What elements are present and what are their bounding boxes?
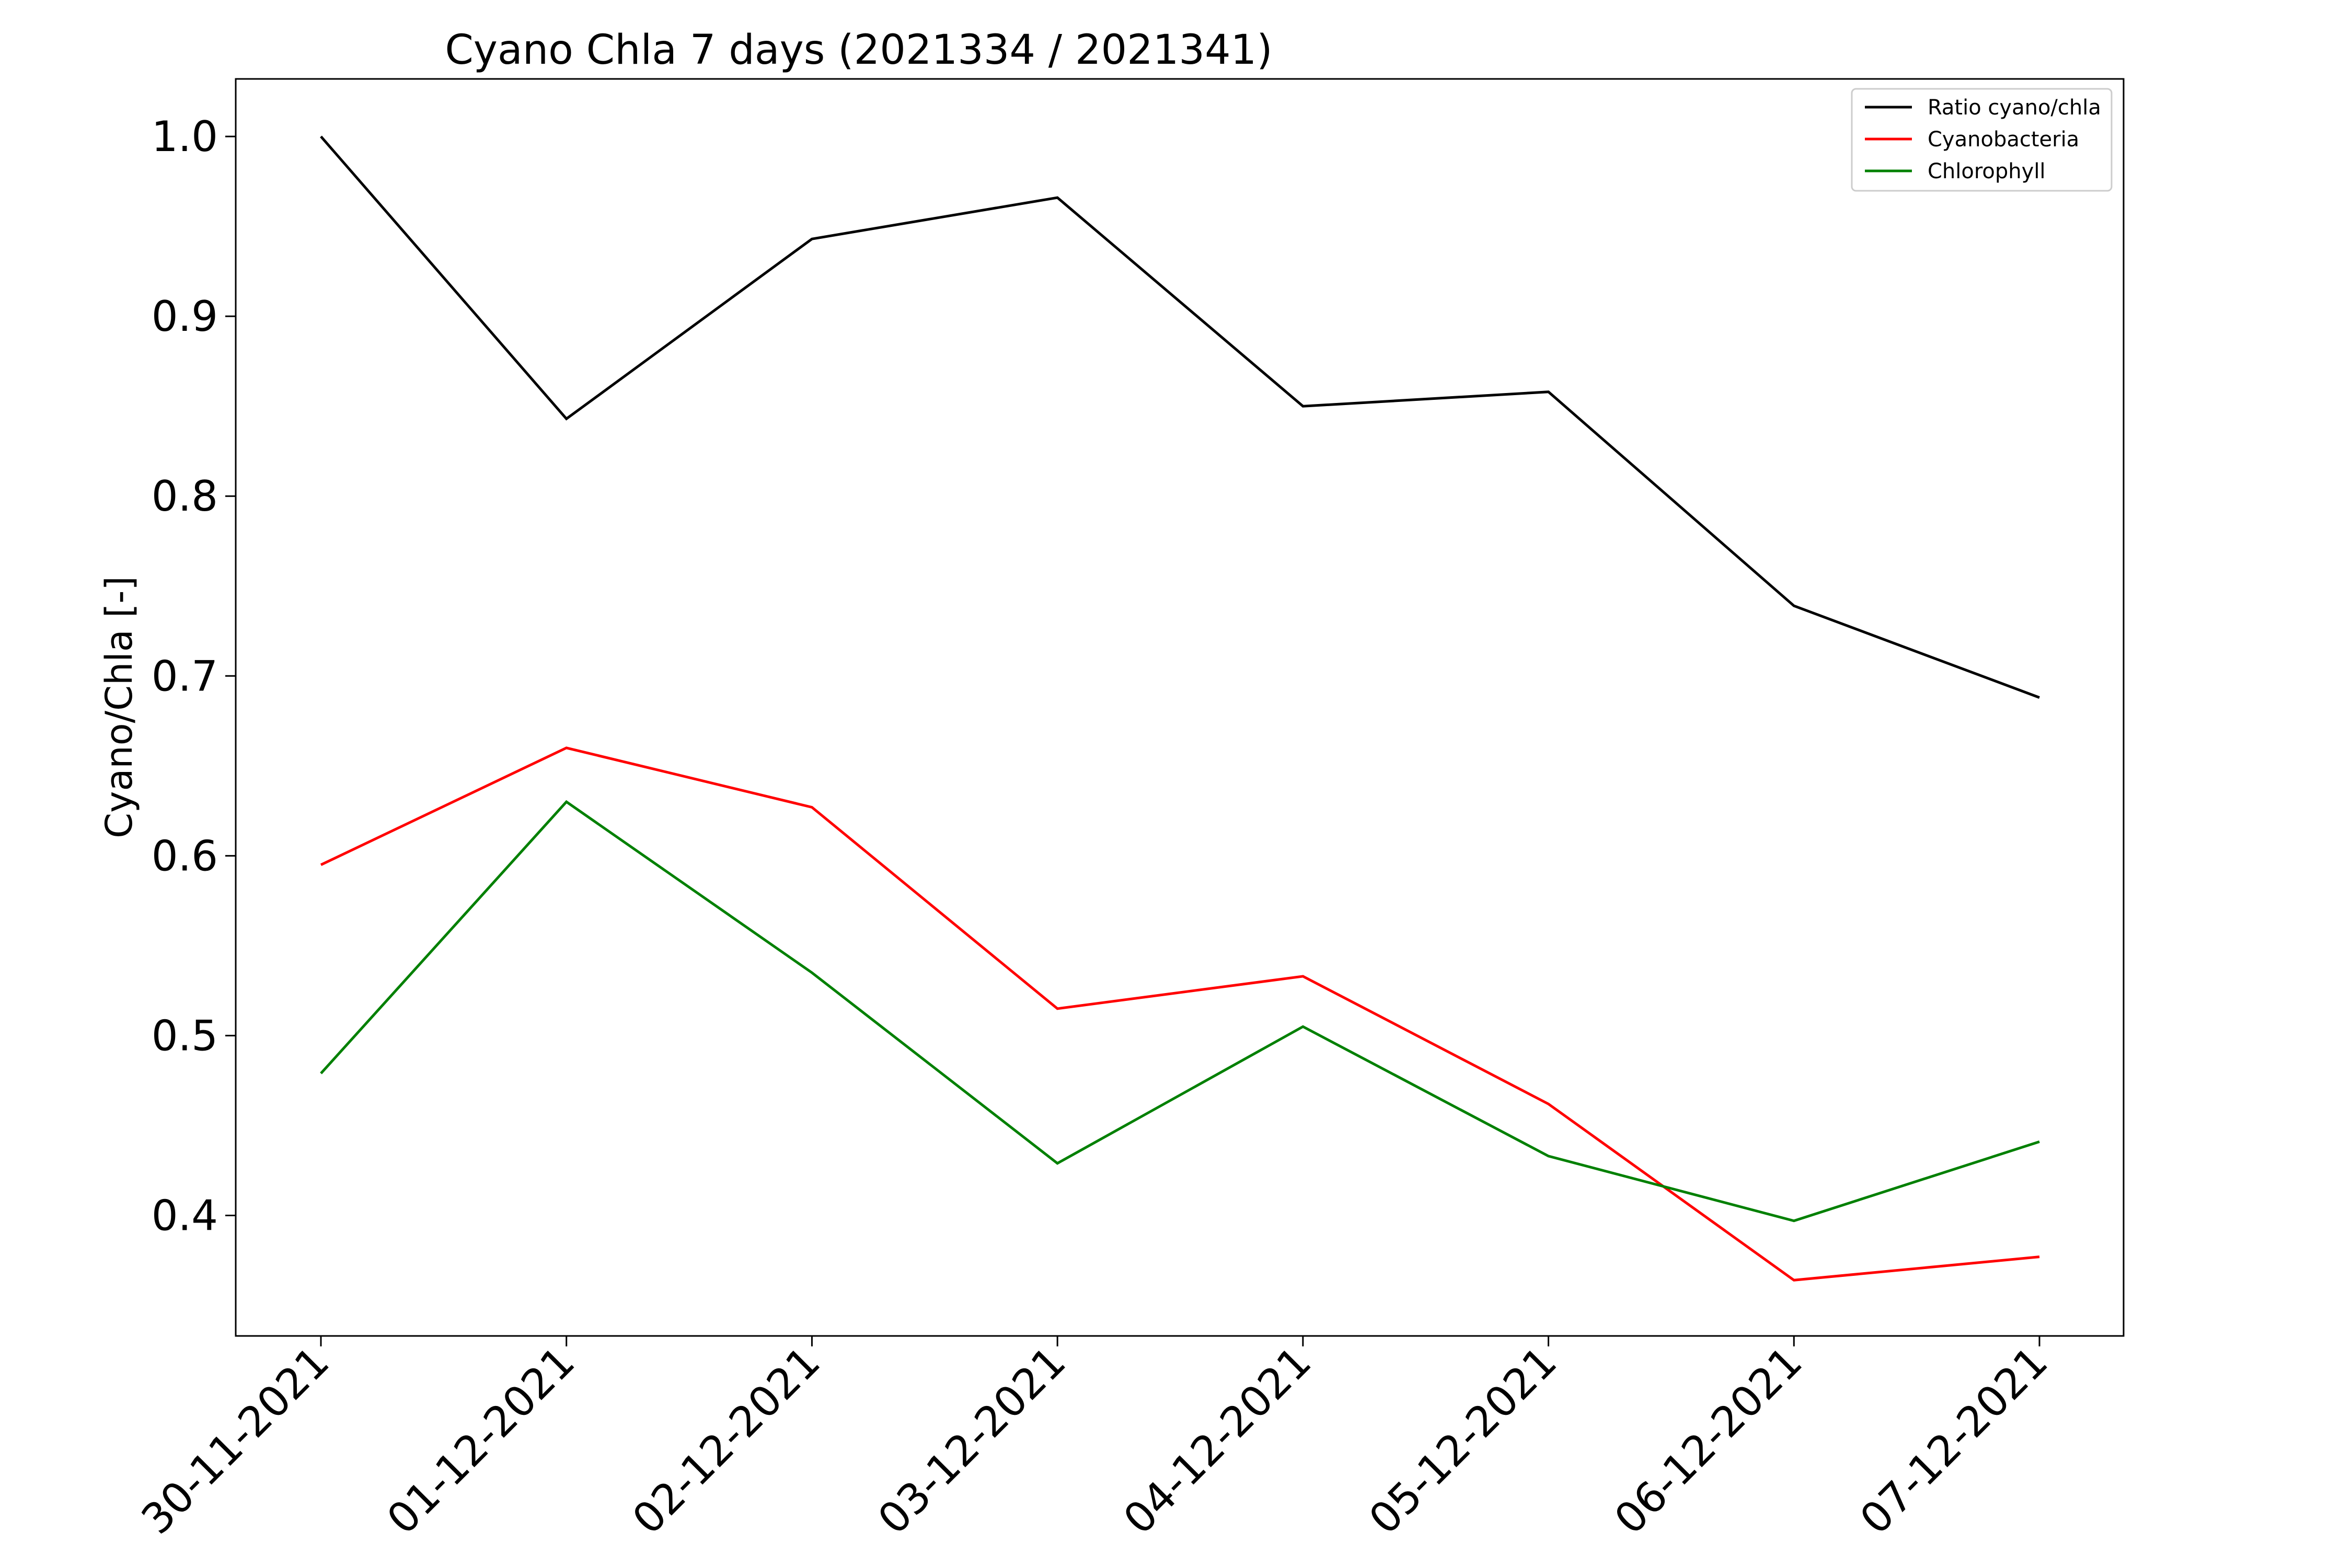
x-axis-ticks: 30-11-2021 01-12-2021 02-12-2021 03-12-2021… [132,1336,2057,1543]
y-tick-label: 0.5 [152,1011,218,1060]
legend-box [1851,88,2113,192]
legend-label: Chlorophyll [1928,159,2046,183]
y-axis-ticks: 0.4 0.5 0.6 0.7 0.8 0.9 1.0 [152,112,236,1240]
plot-area-frame [235,78,2125,1337]
y-tick-label: 0.9 [152,292,218,341]
y-axis-label: Cyano/Chla [-] [98,576,141,838]
series-layer [320,135,2040,1282]
x-tick-label: 06-12-2021 [1605,1338,1812,1544]
y-tick-label: 0.4 [152,1191,218,1240]
y-tick-label: 0.7 [152,652,218,700]
legend-label: Ratio cyano/chla [1928,96,2101,120]
x-tick-label: 05-12-2021 [1359,1338,1566,1544]
y-tick-label: 1.0 [152,112,218,161]
legend: Ratio cyano/chla Cyanobacteria Chlorophyll [1851,88,2113,192]
x-tick-label: 02-12-2021 [623,1338,829,1544]
legend-label: Cyanobacteria [1928,128,2079,152]
x-tick-label: 30-11-2021 [132,1338,339,1544]
series-line-ratio-cyano-chla [320,135,2040,699]
series-line-cyanobacteria [320,746,2040,1282]
chart-title: Cyano Chla 7 days (2021334 / 2021341) [445,27,1272,74]
x-tick-label: 07-12-2021 [1851,1338,2057,1544]
x-tick-label: 03-12-2021 [869,1338,1075,1544]
x-tick-label: 01-12-2021 [378,1338,584,1544]
series-line-chlorophyll [320,800,2040,1223]
y-tick-label: 0.6 [152,832,218,880]
y-tick-label: 0.8 [152,472,218,521]
x-tick-label: 04-12-2021 [1114,1338,1321,1544]
